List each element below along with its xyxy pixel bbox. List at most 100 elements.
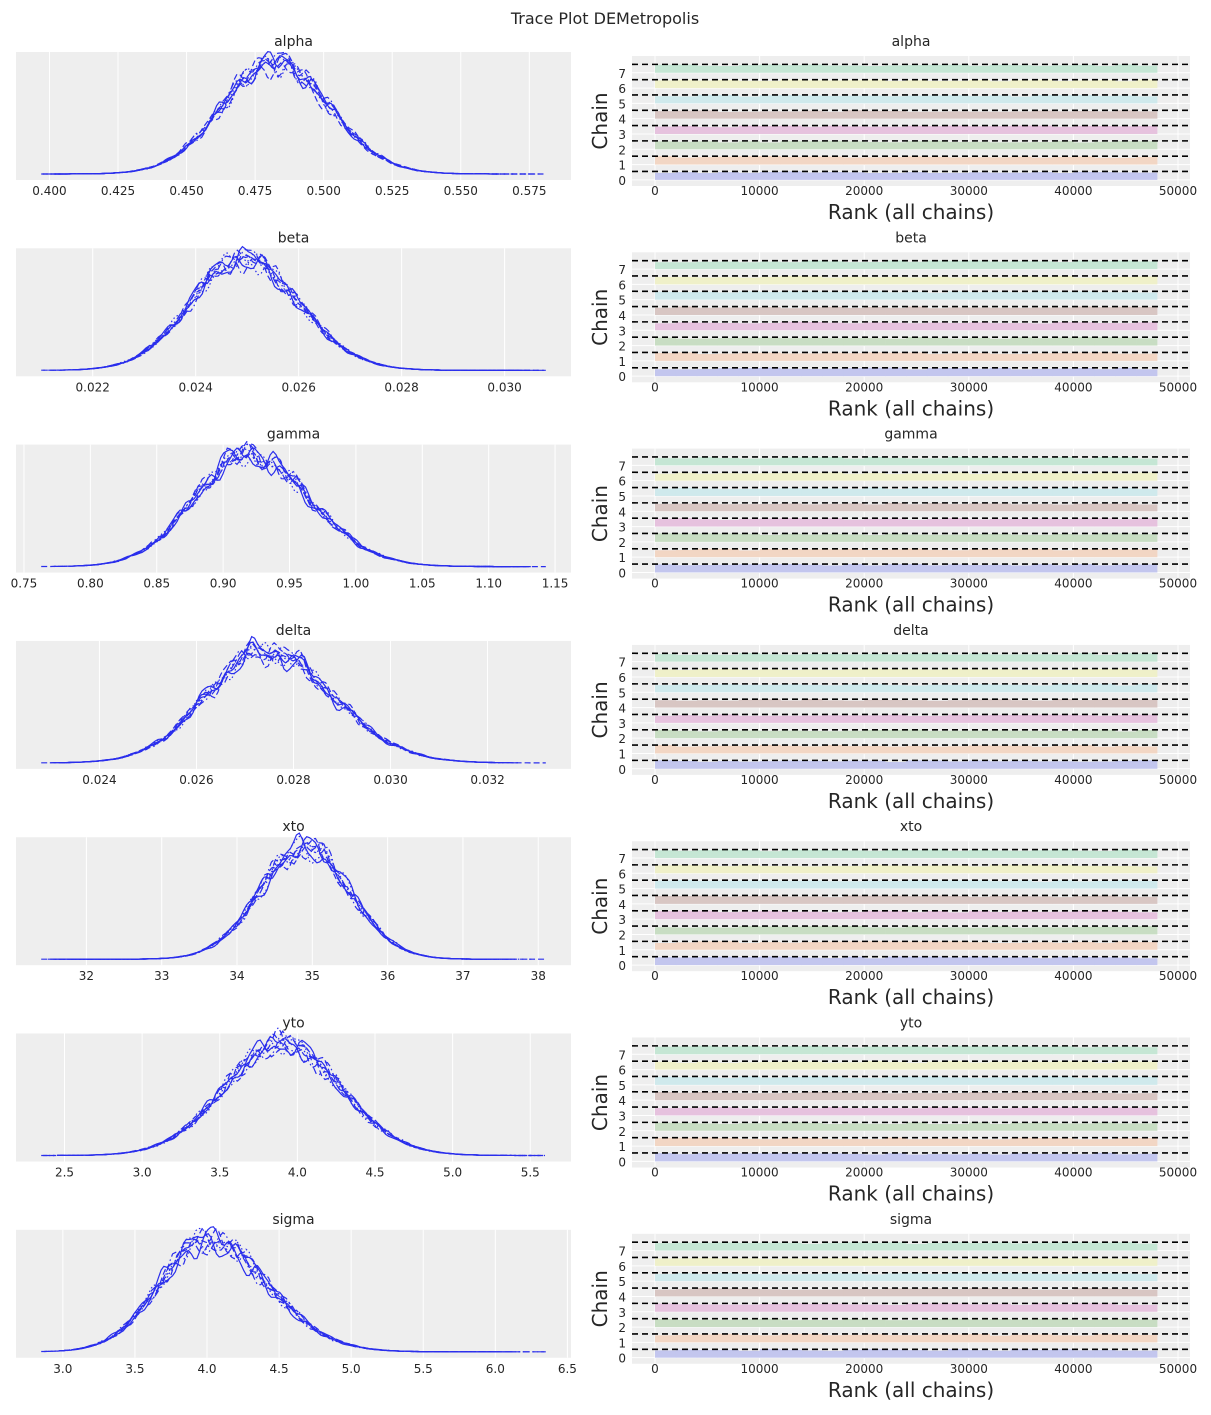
rank-bar-chain-0 xyxy=(1115,957,1137,966)
rank-bar-chain-2 xyxy=(655,1122,677,1131)
rank-bar-chain-4 xyxy=(822,111,844,119)
rank-bar-chain-7 xyxy=(1136,1047,1158,1055)
rank-bar-chain-1 xyxy=(864,745,886,754)
rank-ytick-label: 4 xyxy=(618,1290,626,1304)
rank-bar-chain-7 xyxy=(801,260,823,270)
rank-bar-chain-5 xyxy=(822,1076,844,1085)
rank-bar-chain-7 xyxy=(1094,1242,1116,1251)
rank-ylabel: Chain xyxy=(588,92,612,149)
rank-bar-chain-2 xyxy=(1115,731,1137,739)
rank-bar-chain-7 xyxy=(968,1243,991,1251)
rank-bar-chain-3 xyxy=(780,321,802,331)
kde-xtick-label: 0.032 xyxy=(470,773,504,787)
rank-bar-chain-1 xyxy=(989,548,1011,558)
rank-bar-chain-6 xyxy=(926,1061,949,1070)
rank-xtick-label: 50000 xyxy=(1159,577,1197,591)
rank-bar-chain-0 xyxy=(843,956,865,966)
rank-bar-chain-6 xyxy=(926,865,949,874)
kde-xtick-label: 0.75 xyxy=(11,577,38,591)
rank-bar-chain-1 xyxy=(989,353,1011,361)
rank-bar-chain-5 xyxy=(655,1274,677,1282)
rank-bar-chain-5 xyxy=(675,96,698,104)
rank-bar-chain-5 xyxy=(738,96,760,104)
rank-ytick-label: 6 xyxy=(618,867,626,881)
rank-bar-chain-2 xyxy=(801,1320,823,1328)
rank-bar-chain-5 xyxy=(759,880,781,889)
rank-bar-chain-4 xyxy=(801,1289,823,1297)
rank-bar-chain-1 xyxy=(759,549,781,558)
rank-bar-chain-1 xyxy=(906,941,928,950)
rank-bar-chain-5 xyxy=(1010,487,1032,496)
kde-xtick-label: 4.0 xyxy=(197,1362,216,1376)
rank-bar-chain-1 xyxy=(1031,942,1053,950)
rank-bar-chain-4 xyxy=(1073,700,1095,708)
kde-xtick-label: 36 xyxy=(380,969,395,983)
rank-bar-chain-3 xyxy=(675,1304,698,1312)
rank-bar-chain-0 xyxy=(843,368,865,377)
rank-bar-chain-3 xyxy=(780,1303,802,1312)
rank-bar-chain-7 xyxy=(864,261,886,270)
rank-bar-chain-7 xyxy=(926,64,949,73)
rank-bar-chain-1 xyxy=(1073,941,1095,950)
rank-bar-chain-1 xyxy=(968,1139,991,1147)
rank-bar-chain-3 xyxy=(926,322,949,331)
rank-bar-chain-1 xyxy=(738,1335,760,1343)
rank-ytick-label: 7 xyxy=(618,1245,626,1259)
kde-xtick-label: 0.400 xyxy=(32,184,66,198)
rank-bar-chain-7 xyxy=(885,1242,907,1251)
rank-bar-chain-5 xyxy=(759,684,781,693)
rank-bar-chain-3 xyxy=(885,714,907,723)
rank-bar-chain-7 xyxy=(947,1242,970,1251)
rank-bar-chain-1 xyxy=(696,941,719,950)
rank-bar-chain-2 xyxy=(822,140,844,150)
rank-bar-chain-4 xyxy=(968,1287,991,1297)
rank-bar-chain-1 xyxy=(759,156,781,165)
rank-bar-chain-3 xyxy=(822,518,844,527)
rank-bar-chain-1 xyxy=(801,746,823,754)
rank-bar-chain-7 xyxy=(1136,850,1158,858)
rank-bar-chain-4 xyxy=(1073,110,1095,119)
rank-bar-chain-5 xyxy=(989,95,1011,104)
rank-bar-chain-3 xyxy=(1136,1304,1158,1312)
rank-xtick-label: 40000 xyxy=(1054,773,1092,787)
rank-xtick-label: 30000 xyxy=(950,577,988,591)
rank-bar-chain-6 xyxy=(1115,668,1137,677)
rank-bar-chain-2 xyxy=(655,337,677,346)
rank-bar-chain-1 xyxy=(696,548,719,558)
rank-bar-chain-4 xyxy=(1073,896,1095,904)
rank-bar-chain-1 xyxy=(1115,1138,1137,1147)
rank-bar-chain-4 xyxy=(1136,1093,1158,1101)
rank-bar-chain-5 xyxy=(738,684,760,693)
rank-bar-chain-6 xyxy=(1094,1062,1116,1070)
rank-bar-chain-1 xyxy=(655,943,677,950)
rank-bar-chain-6 xyxy=(989,1061,1011,1070)
rank-bar-chain-4 xyxy=(926,503,949,512)
rank-bar-chain-2 xyxy=(1052,927,1074,935)
rank-bar-chain-6 xyxy=(1073,277,1095,285)
rank-bar-chain-1 xyxy=(926,941,949,950)
rank-bar-chain-2 xyxy=(675,338,698,346)
rank-bar-chain-6 xyxy=(1010,864,1032,874)
rank-bar-chain-7 xyxy=(1115,849,1137,858)
rank-bar-chain-1 xyxy=(906,156,928,165)
rank-bar-chain-2 xyxy=(675,141,698,150)
rank-ytick-label: 2 xyxy=(618,536,626,550)
rank-bar-chain-2 xyxy=(780,533,802,542)
rank-bar-chain-5 xyxy=(655,1076,677,1085)
rank-bar-chain-6 xyxy=(885,473,907,481)
rank-bar-chain-7 xyxy=(1052,457,1074,466)
rank-bar-chain-4 xyxy=(1094,307,1116,315)
rank-bar-chain-7 xyxy=(1115,1242,1137,1251)
rank-xtick-label: 50000 xyxy=(1159,1166,1197,1180)
rank-bar-chain-5 xyxy=(780,291,802,300)
rank-bar-chain-0 xyxy=(906,369,928,377)
rank-bar-chain-2 xyxy=(759,534,781,542)
rank-bar-chain-7 xyxy=(822,261,844,270)
rank-bar-chain-7 xyxy=(759,64,781,73)
rank-bar-chain-0 xyxy=(843,760,865,769)
rank-bar-chain-4 xyxy=(926,1288,949,1297)
rank-bar-chain-2 xyxy=(655,533,677,542)
rank-ytick-label: 2 xyxy=(618,143,626,157)
rank-bar-chain-7 xyxy=(906,261,928,270)
